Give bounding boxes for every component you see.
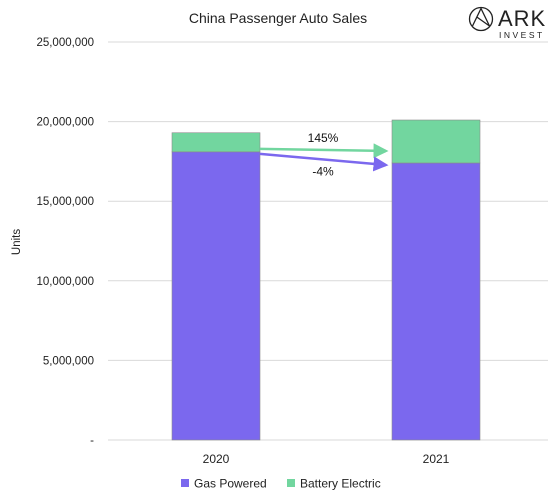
logo-subtitle: INVEST bbox=[499, 30, 545, 40]
x-category-label: 2020 bbox=[203, 452, 230, 466]
y-tick-label: 20,000,000 bbox=[36, 117, 94, 129]
legend: Gas Powered Battery Electric bbox=[181, 477, 381, 491]
ark-invest-logo: ARK INVEST bbox=[468, 6, 546, 40]
legend-swatch bbox=[287, 479, 295, 487]
annotation-label: -4% bbox=[312, 164, 334, 178]
legend-label: Battery Electric bbox=[300, 477, 381, 491]
bar-segment-gas-powered-2021 bbox=[391, 162, 481, 441]
y-tick-label: - bbox=[90, 435, 94, 447]
y-axis-label: Units bbox=[11, 229, 23, 255]
x-category-label: 2021 bbox=[423, 452, 450, 466]
annotation-arrow bbox=[259, 152, 389, 172]
bar-segment-gas-powered-2020 bbox=[171, 151, 261, 441]
bar-segment-battery-electric-2021 bbox=[391, 119, 481, 164]
legend-label: Gas Powered bbox=[194, 477, 267, 491]
ark-sail-icon bbox=[468, 6, 494, 32]
annotations: 145% -4% bbox=[259, 131, 389, 178]
annotation-arrow bbox=[259, 143, 389, 159]
legend-swatch bbox=[181, 479, 189, 487]
bar-segment-battery-electric-2020 bbox=[171, 132, 261, 153]
bars bbox=[171, 119, 481, 441]
y-tick-label: 25,000,000 bbox=[36, 37, 94, 49]
y-tick-label: 15,000,000 bbox=[36, 196, 94, 208]
chart-title: China Passenger Auto Sales bbox=[189, 10, 367, 26]
annotation-label: 145% bbox=[308, 131, 339, 145]
logo-wordmark: ARK bbox=[498, 6, 546, 31]
y-tick-label: 10,000,000 bbox=[36, 276, 94, 288]
x-axis-categories: 2020 2021 bbox=[203, 452, 450, 466]
y-axis-ticks: - 5,000,000 10,000,000 15,000,000 20,000,000… bbox=[36, 37, 94, 447]
y-tick-label: 5,000,000 bbox=[43, 355, 94, 367]
